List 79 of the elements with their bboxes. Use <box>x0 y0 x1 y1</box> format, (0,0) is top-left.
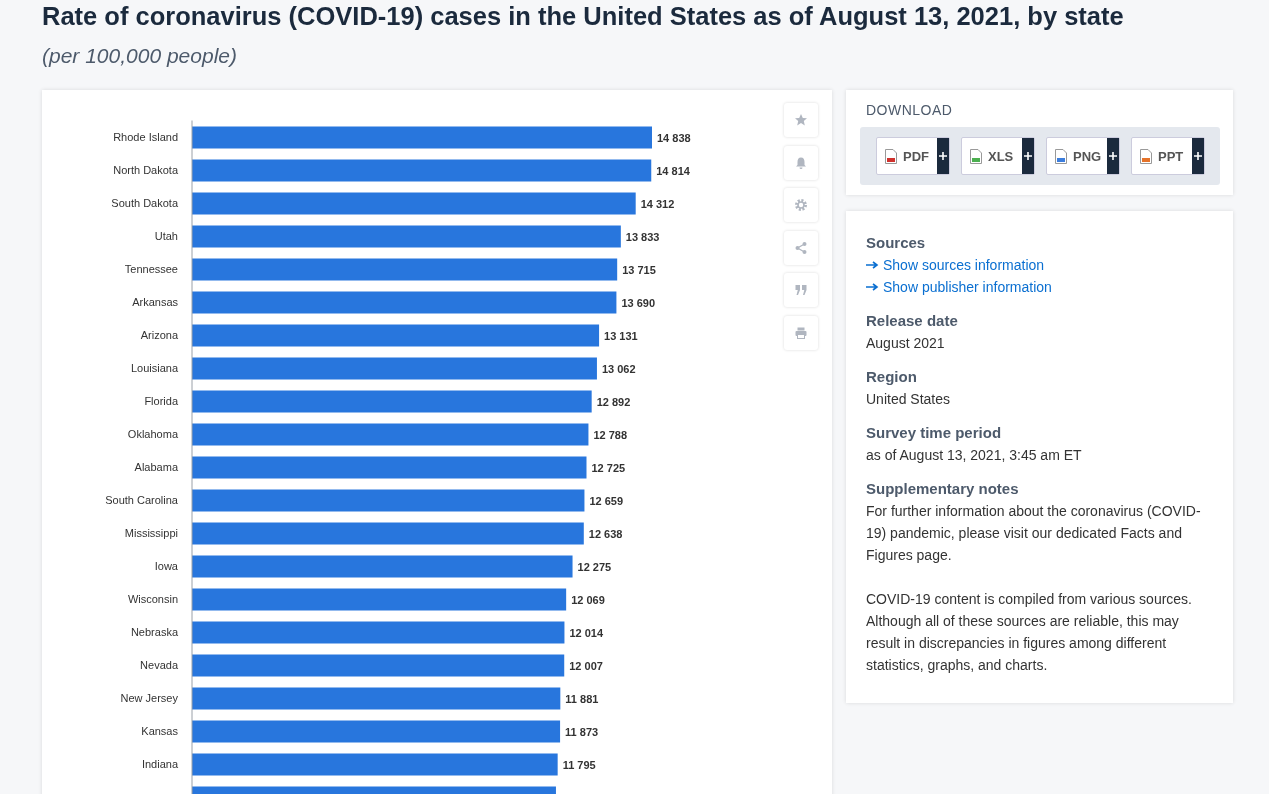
data-label: 14 814 <box>656 164 691 177</box>
bar <box>192 390 592 413</box>
bar <box>192 258 618 281</box>
data-label: 12 638 <box>588 527 623 540</box>
y-tick-label: South Carolina <box>105 493 179 506</box>
bar <box>192 621 565 644</box>
data-label: 14 312 <box>640 197 675 210</box>
bar <box>192 654 565 677</box>
data-label: 14 838 <box>657 131 691 144</box>
y-tick-label: Utah <box>154 229 178 242</box>
bar <box>192 159 652 182</box>
text: August 2021 <box>866 334 945 353</box>
text: For further information about the coronavirus (COVID-19) pandemic, please visit our dedicated Facts and Figures page. <box>866 502 1202 565</box>
data-label: 13 062 <box>601 362 636 375</box>
bar <box>192 126 652 149</box>
bar <box>192 555 573 578</box>
y-tick-label: Arkansas <box>132 295 179 308</box>
y-tick-label: Nebraska <box>130 625 179 638</box>
bar <box>192 291 617 314</box>
y-tick-label: South Dakota <box>111 196 179 209</box>
text: PNG <box>1073 148 1102 164</box>
text: Survey time period <box>866 423 1002 443</box>
y-tick-label: Florida <box>144 394 179 407</box>
y-tick-label: Arizona <box>140 328 179 341</box>
text: Show sources information <box>883 256 1045 275</box>
bar <box>192 588 567 611</box>
y-tick-label: North Dakota <box>113 163 179 176</box>
text: PDF <box>903 148 929 164</box>
chart-title: Rate of coronavirus (COVID-19) cases in the United States as of August 13, 2021, by state <box>42 2 1124 31</box>
y-tick-label: New Jersey <box>120 691 179 704</box>
data-label: 13 690 <box>621 296 656 309</box>
y-tick-label: Indiana <box>141 757 179 770</box>
text: XLS <box>988 148 1014 164</box>
bar <box>192 489 585 512</box>
bar <box>192 192 636 215</box>
text: Show publisher information <box>883 278 1052 297</box>
y-tick-label: Mississippi <box>124 526 178 539</box>
y-tick-label: Louisiana <box>130 361 179 374</box>
y-tick-label: Iowa <box>154 559 179 572</box>
bar <box>192 225 621 248</box>
bar <box>192 357 597 380</box>
bar <box>192 522 584 545</box>
data-label: 12 892 <box>596 395 631 408</box>
y-tick-label: Tennessee <box>124 262 178 275</box>
y-tick-label: Oklahoma <box>127 427 179 440</box>
bar <box>192 753 558 776</box>
data-label: 12 069 <box>571 593 605 606</box>
y-tick-label: Kansas <box>141 724 179 737</box>
data-label: 12 275 <box>577 560 612 573</box>
text: Supplementary notes <box>866 479 1019 499</box>
data-label: 12 725 <box>591 461 626 474</box>
bar <box>192 720 561 743</box>
y-tick-label: Alabama <box>134 460 179 473</box>
y-tick-label: Wisconsin <box>127 592 178 605</box>
text: DOWNLOAD <box>866 102 953 118</box>
chart-subtitle: (per 100,000 people) <box>42 44 237 68</box>
text: as of August 13, 2021, 3:45 am ET <box>866 446 1082 465</box>
data-label: 11 873 <box>565 725 599 738</box>
data-label: 12 007 <box>569 659 603 672</box>
data-label: 13 715 <box>622 263 656 276</box>
data-label: 11 881 <box>565 692 599 705</box>
data-label: 13 833 <box>625 230 660 243</box>
text: Sources <box>866 233 926 253</box>
bar <box>192 324 600 347</box>
bar <box>192 423 589 446</box>
y-tick-label: Rhode Island <box>113 130 178 143</box>
bar <box>192 687 561 710</box>
data-label: 12 659 <box>589 494 624 507</box>
text: Release date <box>866 311 958 331</box>
text: United States <box>866 390 951 409</box>
bar <box>192 456 587 479</box>
text: PPT <box>1158 148 1184 164</box>
text: Region <box>866 367 917 387</box>
data-label: 13 131 <box>604 329 638 342</box>
data-label: 12 788 <box>593 428 628 441</box>
text: COVID-19 content is compiled from various sources. Although all of these sources are reliable, this may result in discrepancies in figures among different statistics, graphs, and charts. <box>866 590 1193 675</box>
data-label: 12 014 <box>569 626 604 639</box>
y-tick-label: Nevada <box>140 658 179 671</box>
data-label: 11 795 <box>562 758 596 771</box>
